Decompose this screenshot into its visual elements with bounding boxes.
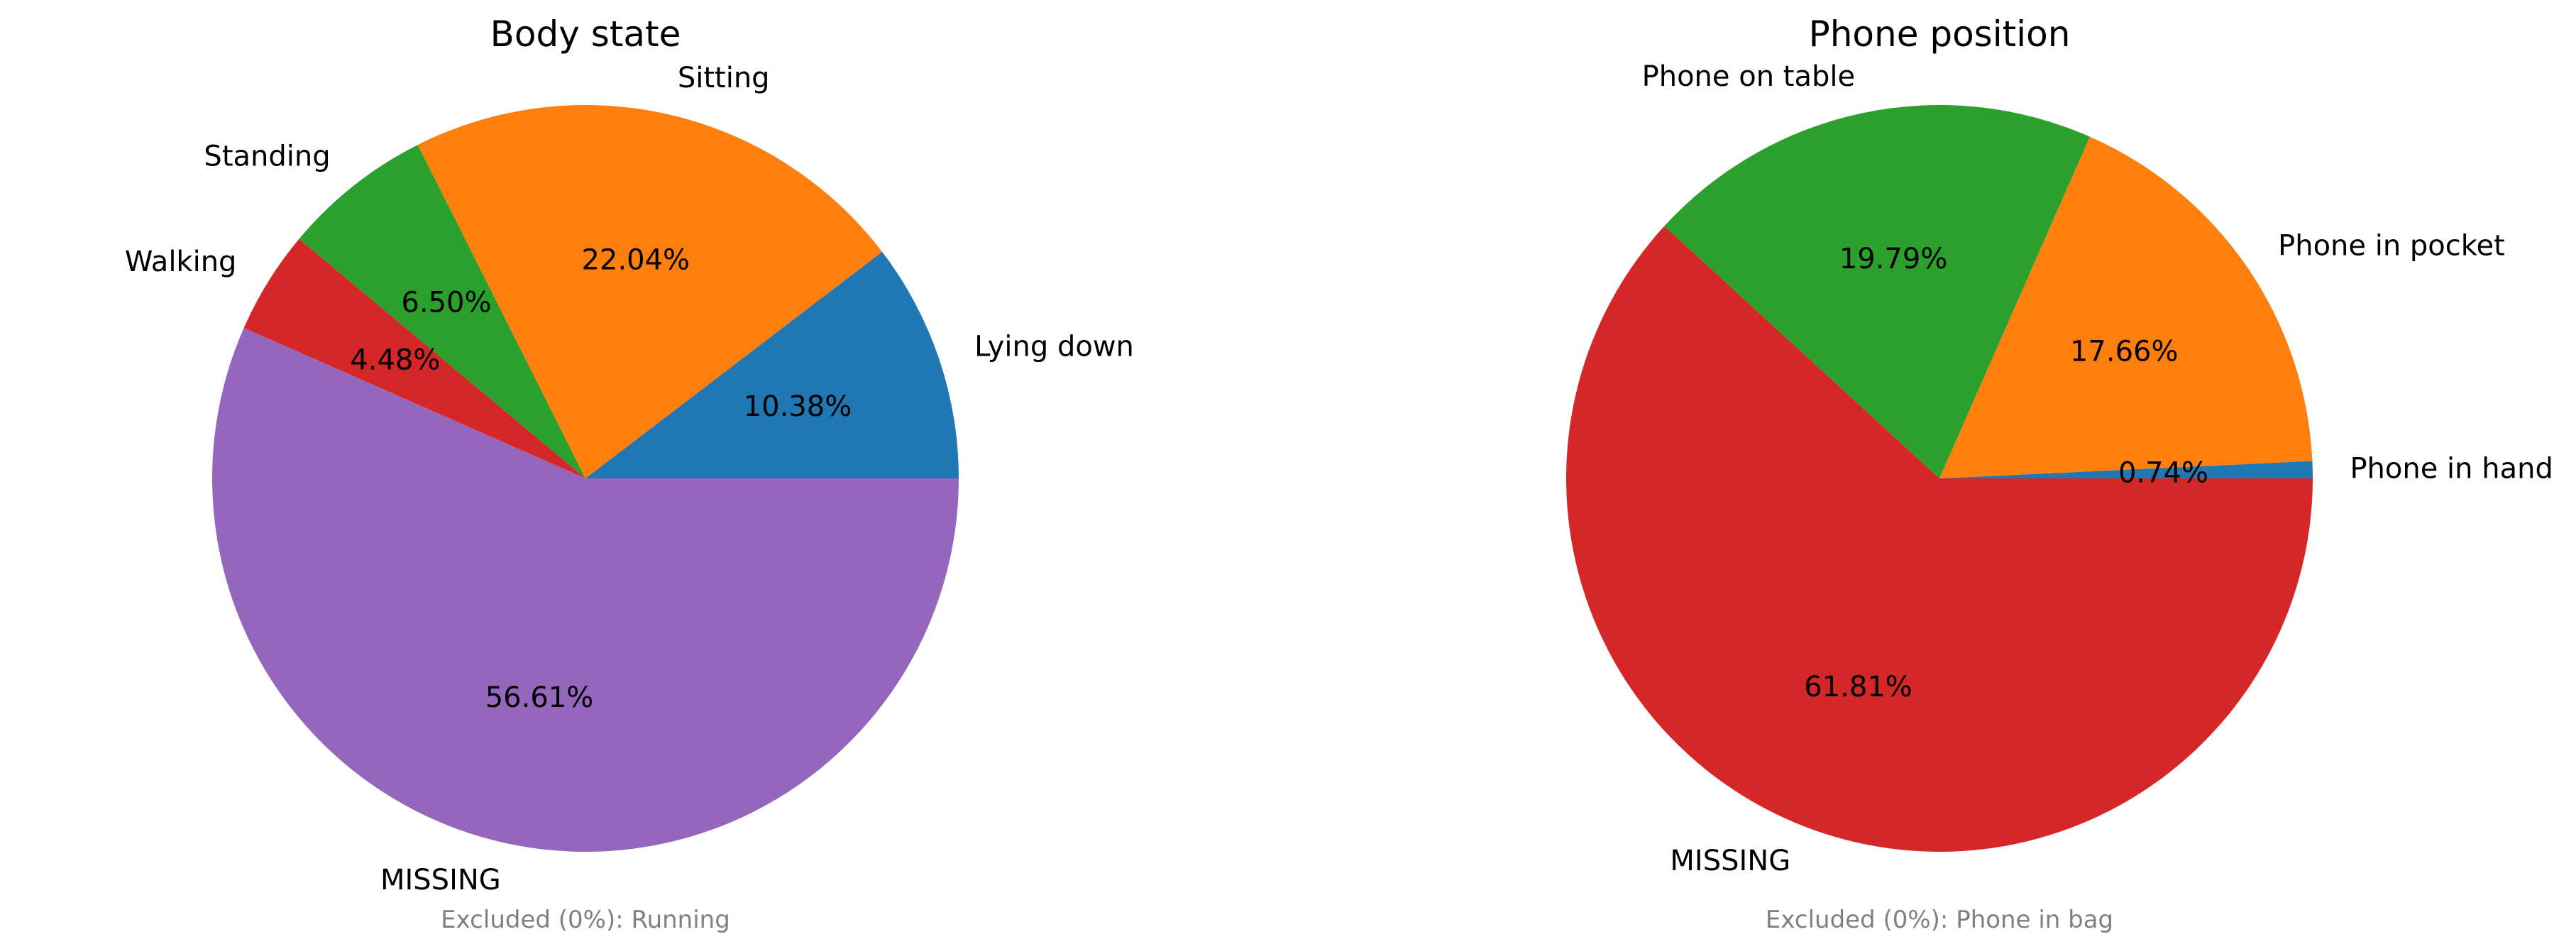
slice-percent-label: 17.66% xyxy=(2070,335,2179,368)
slice-percent-label: 56.61% xyxy=(485,681,594,714)
chart-title: Phone position xyxy=(1809,13,2071,55)
pie-slice-lying-down xyxy=(585,251,959,478)
excluded-note: Excluded (0%): Running xyxy=(441,906,730,934)
pie-slice-missing xyxy=(212,327,959,852)
pie-slice-phone-on-table xyxy=(1664,104,2090,478)
slice-label: MISSING xyxy=(1670,845,1790,877)
slice-label: Lying down xyxy=(974,331,1134,363)
slice-label: Phone in hand xyxy=(2350,453,2553,486)
pie-slice-missing xyxy=(1566,226,2313,852)
excluded-note: Excluded (0%): Phone in bag xyxy=(1766,906,2113,934)
slice-label: Phone on table xyxy=(1642,60,1855,93)
pie-slice-walking xyxy=(243,238,585,478)
phone-position-pie-chart: Phone position Phone in hand 0.74% Phone i… xyxy=(1566,13,2553,934)
slice-label: Standing xyxy=(204,141,330,173)
pie-slice-phone-in-hand xyxy=(1939,461,2313,478)
body-state-pie-chart: Body state Lying down 10.38% Sitting 22.04%… xyxy=(125,13,1134,934)
slice-label: MISSING xyxy=(380,864,501,896)
slice-percent-label: 19.79% xyxy=(1839,243,1948,275)
slice-percent-label: 10.38% xyxy=(744,390,852,423)
slice-percent-label: 6.50% xyxy=(401,287,491,319)
slice-label: Walking xyxy=(125,246,237,278)
slice-label: Phone in pocket xyxy=(2278,230,2505,263)
slice-percent-label: 61.81% xyxy=(1804,671,1912,703)
slice-percent-label: 22.04% xyxy=(582,243,690,276)
pie-slice-sitting xyxy=(417,104,883,478)
slice-label: Sitting xyxy=(678,62,770,94)
pie-slice-phone-in-pocket xyxy=(1939,136,2313,479)
slice-percent-label: 4.48% xyxy=(350,344,440,377)
slice-percent-label: 0.74% xyxy=(2118,457,2208,490)
pie-slice-standing xyxy=(299,145,585,478)
chart-title: Body state xyxy=(490,13,681,55)
